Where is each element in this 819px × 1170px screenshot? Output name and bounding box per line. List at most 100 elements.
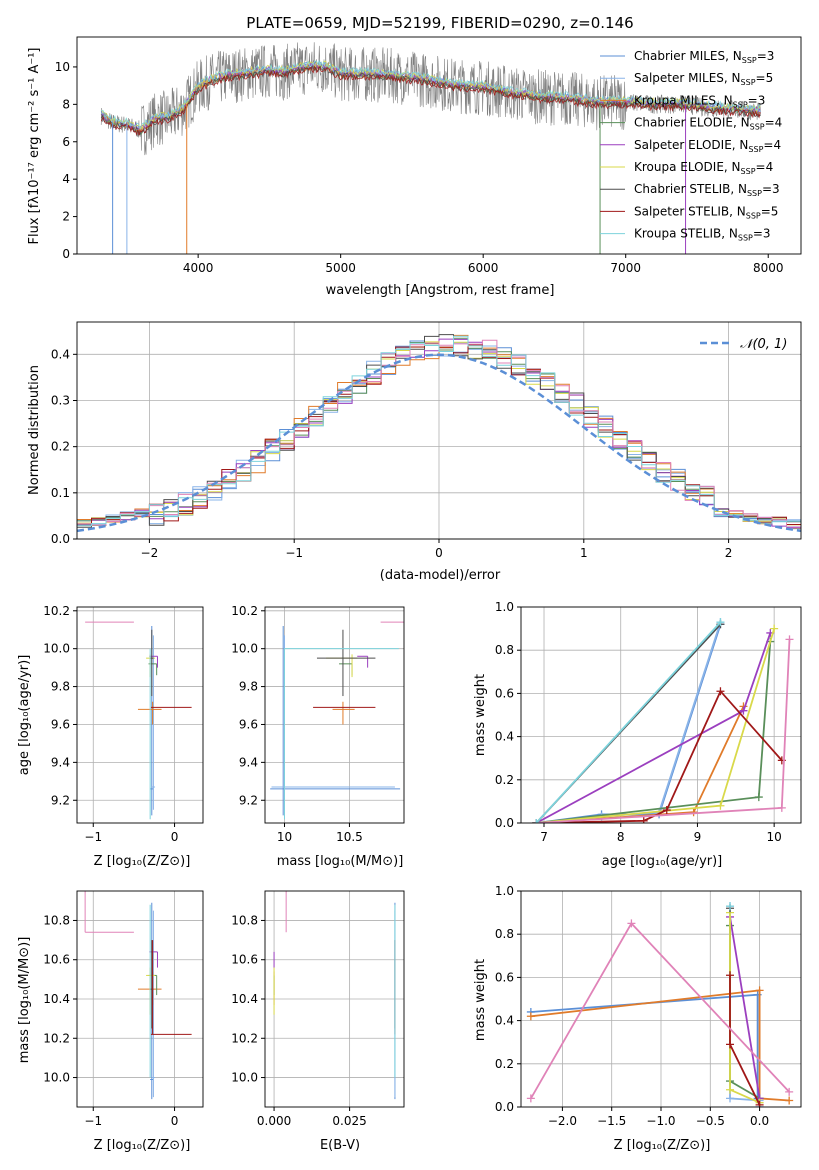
axes-frame: −1 0 10.0 10.2 10.4 10.6 10.8 xyxy=(43,890,204,1128)
mass-vs-ebv-xlabel: E(B-V) xyxy=(320,1138,360,1153)
axes-group xyxy=(77,891,203,1107)
y-tick-label: 0.8 xyxy=(495,643,514,657)
legend-suffix: =3 xyxy=(748,93,766,107)
mass-weight-marker xyxy=(526,1012,535,1021)
mass-weight-marker xyxy=(716,618,725,627)
massweight-vs-metallicity-panel: −2.0 −1.5 −1.0 −0.5 0.0 0.0 0.2 0.4 0.6 0.8 1.0 xyxy=(495,884,802,1128)
y-tick-label: 0.4 xyxy=(495,1014,514,1028)
mass-weight-marker xyxy=(726,1040,735,1049)
mass-weight-marker xyxy=(770,624,779,633)
axes-frame: 4000 5000 6000 7000 8000 0 2 4 6 8 10 xyxy=(55,36,802,275)
spectrum-panel: PLATE=0659, MJD=52199, FIBERID=0290, z=0… xyxy=(27,14,802,298)
y-tick-label: 10.0 xyxy=(231,642,258,656)
mass-weight-marker xyxy=(662,806,671,815)
x-tick-label: 0.025 xyxy=(332,1114,366,1128)
mass-weight-marker xyxy=(726,902,735,911)
mass-weight-marker xyxy=(689,808,698,817)
x-tick-label: −1 xyxy=(84,830,102,844)
y-tick-label: 0.4 xyxy=(51,347,70,361)
y-tick-label: 9.6 xyxy=(239,717,258,731)
plot-area xyxy=(270,621,404,820)
y-tick-label: 10.6 xyxy=(231,953,258,967)
residual-histogram xyxy=(77,334,801,526)
residuals-xlabel: (data-model)/error xyxy=(380,568,501,583)
legend-subscript: SSP xyxy=(746,211,761,220)
y-tick-label: 0.0 xyxy=(495,1100,514,1114)
y-tick-label: 10.4 xyxy=(43,992,70,1006)
y-tick-label: 0.0 xyxy=(495,816,514,830)
mass-vs-metallicity-ylabel: mass [log₁₀(M/M⊙)] xyxy=(17,937,32,1064)
y-tick-label: 0.6 xyxy=(495,686,514,700)
mass-weight-marker xyxy=(716,687,725,696)
plot-area xyxy=(100,42,762,254)
legend-label: Chabrier ELODIE, NSSP=4 xyxy=(634,116,782,132)
axes-group xyxy=(265,607,404,823)
legend-suffix: =3 xyxy=(753,227,771,241)
age-vs-mass-panel: 10 10.5 9.2 9.4 9.6 9.8 10.0 10.2 xyxy=(231,604,405,844)
legend-suffix: =4 xyxy=(763,138,781,152)
mass-vs-metallicity-xlabel: Z [log₁₀(Z/Z⊙)] xyxy=(94,1138,191,1153)
legend-label: Salpeter STELIB, NSSP=5 xyxy=(634,204,778,220)
axes-group xyxy=(77,607,203,823)
legend-suffix: =4 xyxy=(765,116,783,130)
mass-weight-marker xyxy=(532,819,541,823)
plot-area xyxy=(84,891,192,1100)
y-tick-label: 1.0 xyxy=(495,884,514,898)
y-tick-label: 10.2 xyxy=(231,1031,258,1045)
y-tick-label: 8 xyxy=(62,97,70,111)
massweight-vs-age-xlabel: age [log₁₀(age/yr)] xyxy=(602,854,723,869)
y-tick-label: 10.0 xyxy=(43,642,70,656)
mass-weight-marker xyxy=(716,801,725,810)
mass-weight-marker xyxy=(755,1100,764,1107)
y-tick-label: 0.4 xyxy=(495,730,514,744)
legend-subscript: SSP xyxy=(738,234,753,243)
mass-vs-metallicity-panel: −1 0 10.0 10.2 10.4 10.6 10.8 xyxy=(43,890,204,1128)
mass-weight-marker xyxy=(726,1085,735,1094)
mass-weight-marker xyxy=(785,1096,794,1105)
x-tick-label: −1 xyxy=(285,546,303,560)
y-tick-label: 0 xyxy=(62,247,70,261)
y-tick-label: 9.8 xyxy=(239,680,258,694)
plot-area xyxy=(77,334,801,533)
mass-weight-marker xyxy=(785,635,794,644)
x-tick-label: 0.0 xyxy=(750,1114,769,1128)
y-tick-label: 0.0 xyxy=(51,532,70,546)
legend-subscript: SSP xyxy=(750,123,765,132)
legend-subscript: SSP xyxy=(733,100,748,109)
y-tick-label: 0.1 xyxy=(51,486,70,500)
axes-frame: −2 −1 0 1 2 0.0 0.1 0.2 0.3 0.4 xyxy=(51,321,802,560)
mass-weight-marker xyxy=(777,803,786,812)
x-tick-label: 4000 xyxy=(183,261,214,275)
x-tick-label: 9 xyxy=(694,830,702,844)
axes-frame: −1 0 9.2 9.4 9.6 9.8 10.0 10.2 xyxy=(43,604,204,844)
axes-frame: 10 10.5 9.2 9.4 9.6 9.8 10.0 10.2 xyxy=(231,604,405,844)
spectrum-xlabel: wavelength [Angstrom, rest frame] xyxy=(326,283,555,298)
plot-area xyxy=(85,621,192,820)
age-vs-mass-xlabel: mass [log₁₀(M/M⊙)] xyxy=(277,854,404,869)
y-tick-label: 9.8 xyxy=(51,680,70,694)
y-tick-label: 9.6 xyxy=(51,717,70,731)
axes-border xyxy=(76,36,802,255)
y-tick-label: 10 xyxy=(55,60,70,74)
mass-weight-marker xyxy=(755,986,764,995)
y-tick-label: 6 xyxy=(62,135,70,149)
mass-weight-marker xyxy=(739,706,748,715)
x-tick-label: 0 xyxy=(171,1114,179,1128)
legend-suffix: =4 xyxy=(756,160,774,174)
y-tick-label: 10.2 xyxy=(231,604,258,618)
x-tick-label: 6000 xyxy=(468,261,499,275)
massweight-vs-metallicity-xlabel: Z [log₁₀(Z/Z⊙)] xyxy=(614,1138,711,1153)
legend-subscript: SSP xyxy=(741,78,756,87)
x-tick-label: 0.000 xyxy=(257,1114,291,1128)
x-tick-label: 8 xyxy=(617,830,625,844)
y-tick-label: 10.0 xyxy=(43,1071,70,1085)
model-spectrum-line xyxy=(100,65,761,136)
y-tick-label: 0.2 xyxy=(51,440,70,454)
mass-weight-marker xyxy=(785,1087,794,1096)
x-tick-label: 8000 xyxy=(753,261,784,275)
legend-suffix: =5 xyxy=(756,71,774,85)
x-tick-label: 2 xyxy=(725,546,733,560)
x-tick-label: −1.5 xyxy=(597,1114,626,1128)
x-tick-label: 10 xyxy=(277,830,292,844)
y-tick-label: 9.2 xyxy=(51,793,70,807)
